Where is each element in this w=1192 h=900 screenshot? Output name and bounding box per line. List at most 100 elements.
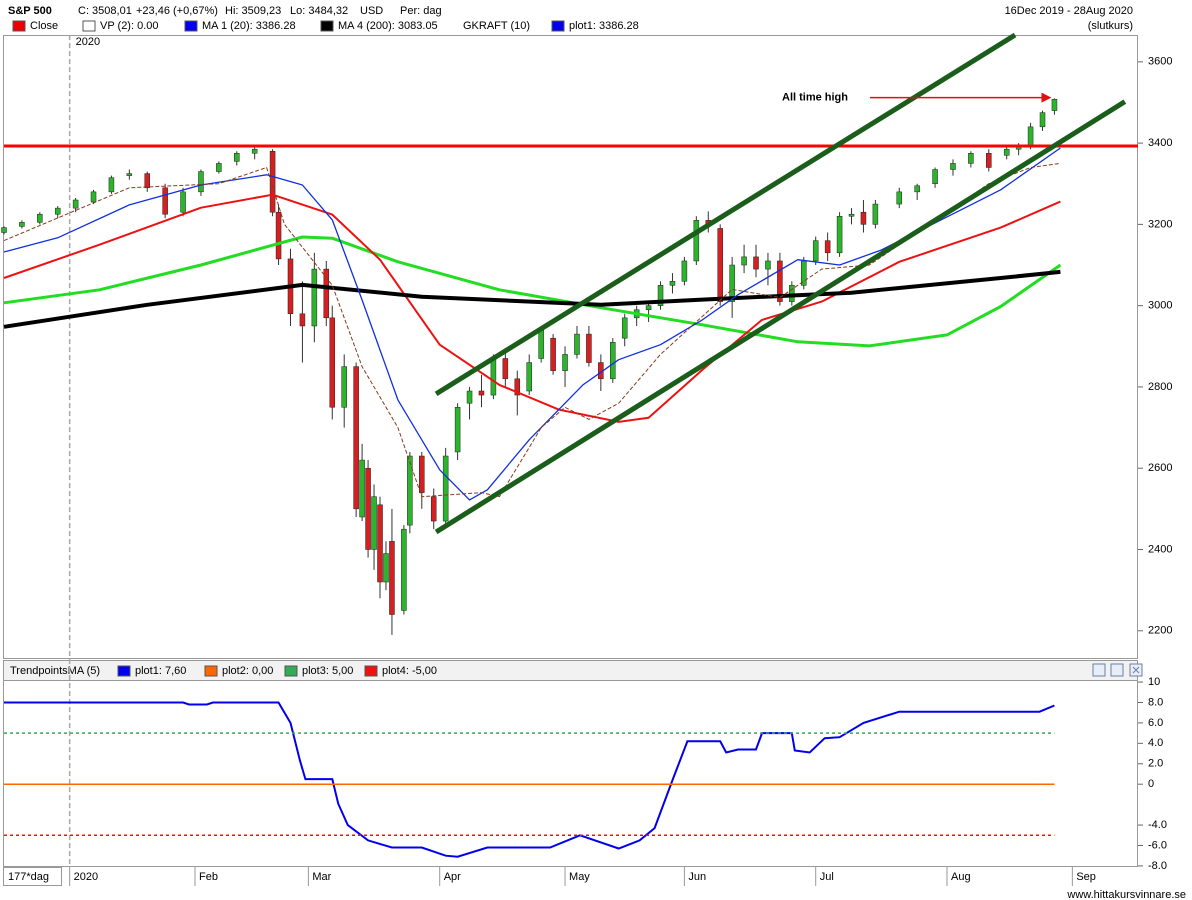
candle-body bbox=[586, 333, 592, 363]
candle-body bbox=[968, 153, 974, 164]
y-tick-label: 0 bbox=[1148, 778, 1154, 790]
y-tick-label: -8.0 bbox=[1148, 860, 1167, 872]
candle-body bbox=[490, 358, 497, 396]
y-tick-label: 10 bbox=[1148, 676, 1160, 688]
candle-body bbox=[538, 329, 544, 359]
candle-body bbox=[430, 496, 437, 522]
candle-body bbox=[269, 150, 276, 213]
candle-body bbox=[1027, 126, 1034, 148]
legend-swatch bbox=[551, 20, 565, 32]
candle-body bbox=[198, 171, 204, 193]
candle-body bbox=[90, 191, 97, 203]
candle-body bbox=[562, 354, 568, 371]
candle-body bbox=[251, 148, 258, 154]
legend-label: MA 4 (200): 3083.05 bbox=[338, 20, 438, 32]
candle-body bbox=[986, 153, 992, 168]
period-box bbox=[3, 867, 62, 886]
candle-body bbox=[610, 341, 616, 380]
candle-body bbox=[478, 390, 485, 396]
candle-body bbox=[383, 553, 389, 583]
indicator-line bbox=[4, 701, 1055, 858]
header-symbol: S&P 500 bbox=[8, 5, 52, 17]
x-tick-label: Jun bbox=[688, 871, 706, 883]
legend-label: GKRAFT (10) bbox=[463, 20, 530, 32]
annotation-text: All time high bbox=[782, 91, 848, 103]
candle-body bbox=[419, 455, 425, 493]
y-tick-label: -6.0 bbox=[1148, 839, 1167, 851]
candle-body bbox=[162, 187, 168, 215]
candle-body bbox=[1, 227, 7, 233]
legend-label: plot3: 5,00 bbox=[302, 665, 353, 677]
candle-body bbox=[621, 317, 628, 339]
candle-body bbox=[234, 153, 240, 162]
candle-body bbox=[753, 256, 759, 270]
candle-body bbox=[1015, 146, 1022, 150]
x-tick-label: Jul bbox=[820, 871, 834, 883]
y-tick-label: 6.0 bbox=[1148, 717, 1163, 729]
candle-body bbox=[502, 358, 509, 380]
header-close: C: 3508,01 bbox=[78, 5, 132, 17]
candle-body bbox=[299, 313, 306, 327]
indicator-title: TrendpointsMA (5) bbox=[10, 665, 100, 677]
main-plot-frame bbox=[3, 35, 1138, 659]
y-tick-label: 2800 bbox=[1148, 381, 1172, 393]
legend-label: plot2: 0,00 bbox=[222, 665, 273, 677]
y-tick-label: 8.0 bbox=[1148, 696, 1163, 708]
candle-body bbox=[860, 211, 867, 225]
x-tick-label: Aug bbox=[951, 871, 971, 883]
x-tick-label: Sep bbox=[1076, 871, 1096, 883]
ma-line bbox=[3, 162, 1061, 498]
candle-body bbox=[359, 459, 365, 518]
legend-swatch bbox=[184, 20, 198, 32]
panel-icon[interactable] bbox=[1092, 663, 1106, 677]
legend-label: plot1: 7,60 bbox=[135, 665, 186, 677]
x-tick-label: 2020 bbox=[74, 871, 98, 883]
trend-line bbox=[434, 99, 1127, 535]
y-tick-label: 2600 bbox=[1148, 462, 1172, 474]
candle-body bbox=[126, 173, 133, 176]
candle-body bbox=[914, 185, 920, 193]
candle-body bbox=[824, 240, 831, 254]
y-tick-label: 3200 bbox=[1148, 218, 1172, 230]
candle-body bbox=[466, 390, 473, 404]
candle-body bbox=[180, 191, 186, 213]
period-label: 177*dag bbox=[8, 871, 49, 883]
y-tick-label: 2.0 bbox=[1148, 758, 1163, 770]
header-high: Hi: 3509,23 bbox=[225, 5, 281, 17]
legend-swatch bbox=[320, 20, 334, 32]
legend-swatch bbox=[117, 665, 131, 677]
candle-body bbox=[801, 260, 807, 286]
candle-body bbox=[681, 260, 688, 282]
legend-label: plot4: -5,00 bbox=[382, 665, 437, 677]
candle-body bbox=[407, 455, 413, 526]
candle-body bbox=[389, 541, 395, 615]
panel-close-cross bbox=[1132, 666, 1140, 674]
y-tick-label: 4.0 bbox=[1148, 737, 1163, 749]
candle-body bbox=[401, 528, 407, 611]
candle-body bbox=[353, 366, 359, 510]
candle-body bbox=[550, 337, 556, 371]
y-tick-label: -4.0 bbox=[1148, 819, 1167, 831]
candle-body bbox=[932, 169, 938, 184]
candle-body bbox=[37, 213, 43, 223]
ma-line bbox=[3, 269, 1061, 329]
header-low: Lo: 3484,32 bbox=[290, 5, 348, 17]
header-period: Per: dag bbox=[400, 5, 442, 17]
y-tick-label: 3400 bbox=[1148, 137, 1172, 149]
legend-swatch bbox=[12, 20, 26, 32]
legend-swatch bbox=[204, 665, 218, 677]
candle-body bbox=[454, 407, 461, 453]
candle-body bbox=[365, 467, 371, 550]
candle-body bbox=[574, 333, 580, 355]
candle-body bbox=[311, 268, 318, 327]
annotation-arrowhead bbox=[1041, 92, 1052, 103]
candle-body bbox=[144, 173, 150, 189]
candle-body bbox=[717, 228, 723, 302]
panel-icon[interactable] bbox=[1110, 663, 1124, 677]
legend-swatch bbox=[82, 20, 96, 32]
candle-body bbox=[1051, 98, 1058, 111]
trend-line bbox=[434, 32, 1017, 396]
